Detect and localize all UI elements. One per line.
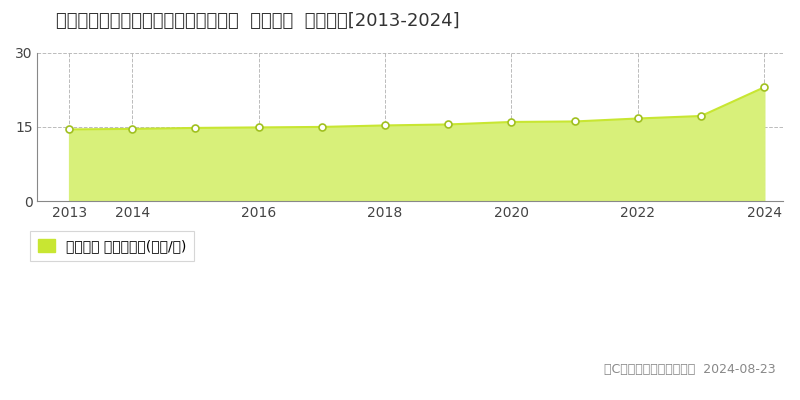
- Legend: 地価公示 平均坪単価(万円/坪): 地価公示 平均坪単価(万円/坪): [30, 231, 194, 261]
- Text: （C）土地価格ドットコム  2024-08-23: （C）土地価格ドットコム 2024-08-23: [604, 363, 776, 376]
- Text: 宮城県名取市飯野坂６丁目３１５番外  地価公示  地価推移[2013-2024]: 宮城県名取市飯野坂６丁目３１５番外 地価公示 地価推移[2013-2024]: [56, 12, 460, 30]
